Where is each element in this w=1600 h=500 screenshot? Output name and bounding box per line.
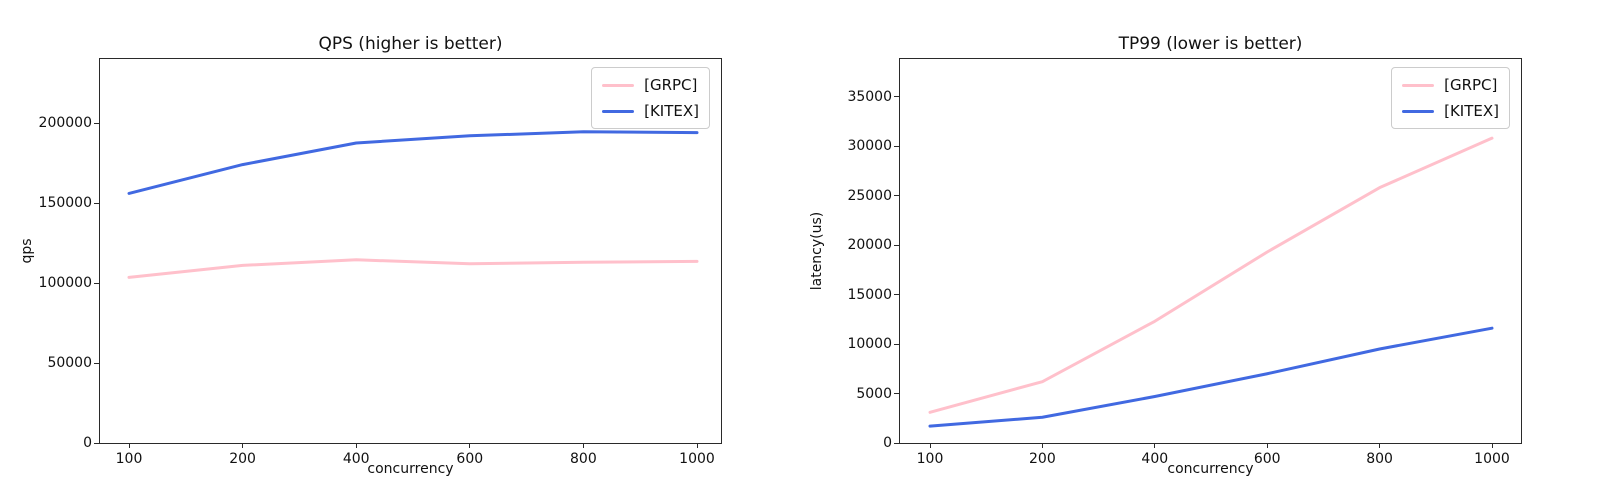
plot-area: [GRPC] [KITEX] 0 5000 10000 15000 20000 25000…	[847, 58, 1522, 467]
legend-item: [GRPC]	[1402, 76, 1499, 94]
y-tick-mark	[894, 96, 899, 98]
x-tick-mark	[1379, 443, 1381, 448]
x-tick-mark	[242, 443, 244, 448]
x-tick-label: 800	[1366, 451, 1393, 467]
x-tick-mark	[469, 443, 471, 448]
legend-item: [KITEX]	[602, 102, 699, 120]
y-tick-mark	[94, 282, 99, 284]
series-lines	[928, 136, 1494, 428]
y-tick-mark	[94, 202, 99, 204]
y-tick-label: 100000	[38, 275, 92, 291]
legend: [GRPC] [KITEX]	[591, 67, 710, 129]
y-tick-label: 25000	[847, 187, 892, 204]
grpc-legend-swatch	[1402, 83, 1435, 87]
x-tick-label: 1000	[1474, 451, 1510, 467]
chart-title: QPS (higher is better)	[318, 34, 503, 54]
x-tick-label: 400	[342, 451, 370, 467]
y-tick-mark	[94, 122, 99, 124]
tp99-chart: TP99 (lower is better) latency(us) [GRPC…	[800, 0, 1600, 500]
x-tick-label: 600	[456, 451, 484, 467]
x-tick-label: 100	[115, 451, 143, 467]
y-tick-mark	[94, 362, 99, 364]
x-tick-mark	[1041, 443, 1043, 448]
x-axis-label: concurrency	[1167, 461, 1254, 477]
y-tick-mark	[894, 393, 899, 394]
series-lines	[127, 130, 699, 279]
x-tick-mark	[1154, 443, 1156, 448]
x-tick-mark	[582, 443, 584, 448]
y-tick-mark	[894, 442, 899, 444]
x-tick-mark	[128, 443, 130, 448]
y-tick-mark	[894, 145, 899, 147]
y-tick-mark	[894, 244, 899, 246]
y-tick-mark	[894, 343, 899, 345]
y-tick-label: 150000	[38, 195, 92, 211]
kitex-legend-swatch	[1402, 109, 1435, 113]
grpc-line	[127, 258, 699, 279]
y-tick-label: 20000	[847, 237, 892, 254]
legend-item: [GRPC]	[602, 76, 699, 94]
x-tick-label: 1000	[679, 451, 715, 467]
legend: [GRPC] [KITEX]	[1391, 67, 1510, 129]
x-tick-mark	[929, 443, 931, 448]
x-tick-label: 800	[570, 451, 597, 467]
y-tick-mark	[894, 195, 899, 197]
x-tick-label: 400	[1141, 451, 1169, 467]
x-tick-mark	[1491, 443, 1493, 448]
legend-label: [GRPC]	[644, 76, 698, 94]
x-axis-label: concurrency	[367, 461, 454, 477]
grpc-line	[928, 136, 1494, 414]
y-tick-mark	[94, 442, 99, 444]
plot-area: [GRPC] [KITEX] 0 50000 100000 150000 200000 1…	[39, 58, 722, 467]
kitex-legend-swatch	[602, 109, 635, 113]
x-tick-mark	[355, 443, 357, 448]
y-tick-label: 0	[83, 435, 92, 451]
kitex-line	[928, 326, 1494, 428]
x-tick-mark	[1266, 443, 1268, 448]
legend-label: [GRPC]	[1444, 76, 1498, 94]
x-tick-mark	[696, 443, 698, 448]
y-tick-label: 5000	[856, 385, 892, 402]
x-tick-label: 200	[1029, 451, 1056, 467]
y-tick-label: 30000	[847, 138, 892, 155]
y-tick-label: 200000	[38, 115, 92, 131]
chart-title: TP99 (lower is better)	[1118, 34, 1303, 54]
y-tick-label: 50000	[47, 355, 92, 371]
legend-label: [KITEX]	[1444, 102, 1499, 120]
y-axis-label: latency(us)	[809, 211, 825, 291]
y-axis-label: qps	[19, 238, 35, 264]
grpc-legend-swatch	[602, 83, 635, 87]
legend-item: [KITEX]	[1402, 102, 1499, 120]
y-tick-label: 0	[883, 435, 892, 451]
x-tick-label: 100	[916, 451, 944, 467]
x-tick-label: 600	[1253, 451, 1281, 467]
kitex-line	[127, 130, 699, 195]
y-tick-label: 15000	[847, 286, 892, 303]
y-tick-mark	[894, 294, 899, 296]
x-tick-label: 200	[229, 451, 256, 467]
y-tick-label: 35000	[847, 88, 892, 105]
legend-label: [KITEX]	[644, 102, 699, 120]
y-tick-label: 10000	[847, 336, 892, 353]
qps-chart: QPS (higher is better) qps [GRPC] [KITEX…	[19, 34, 722, 477]
